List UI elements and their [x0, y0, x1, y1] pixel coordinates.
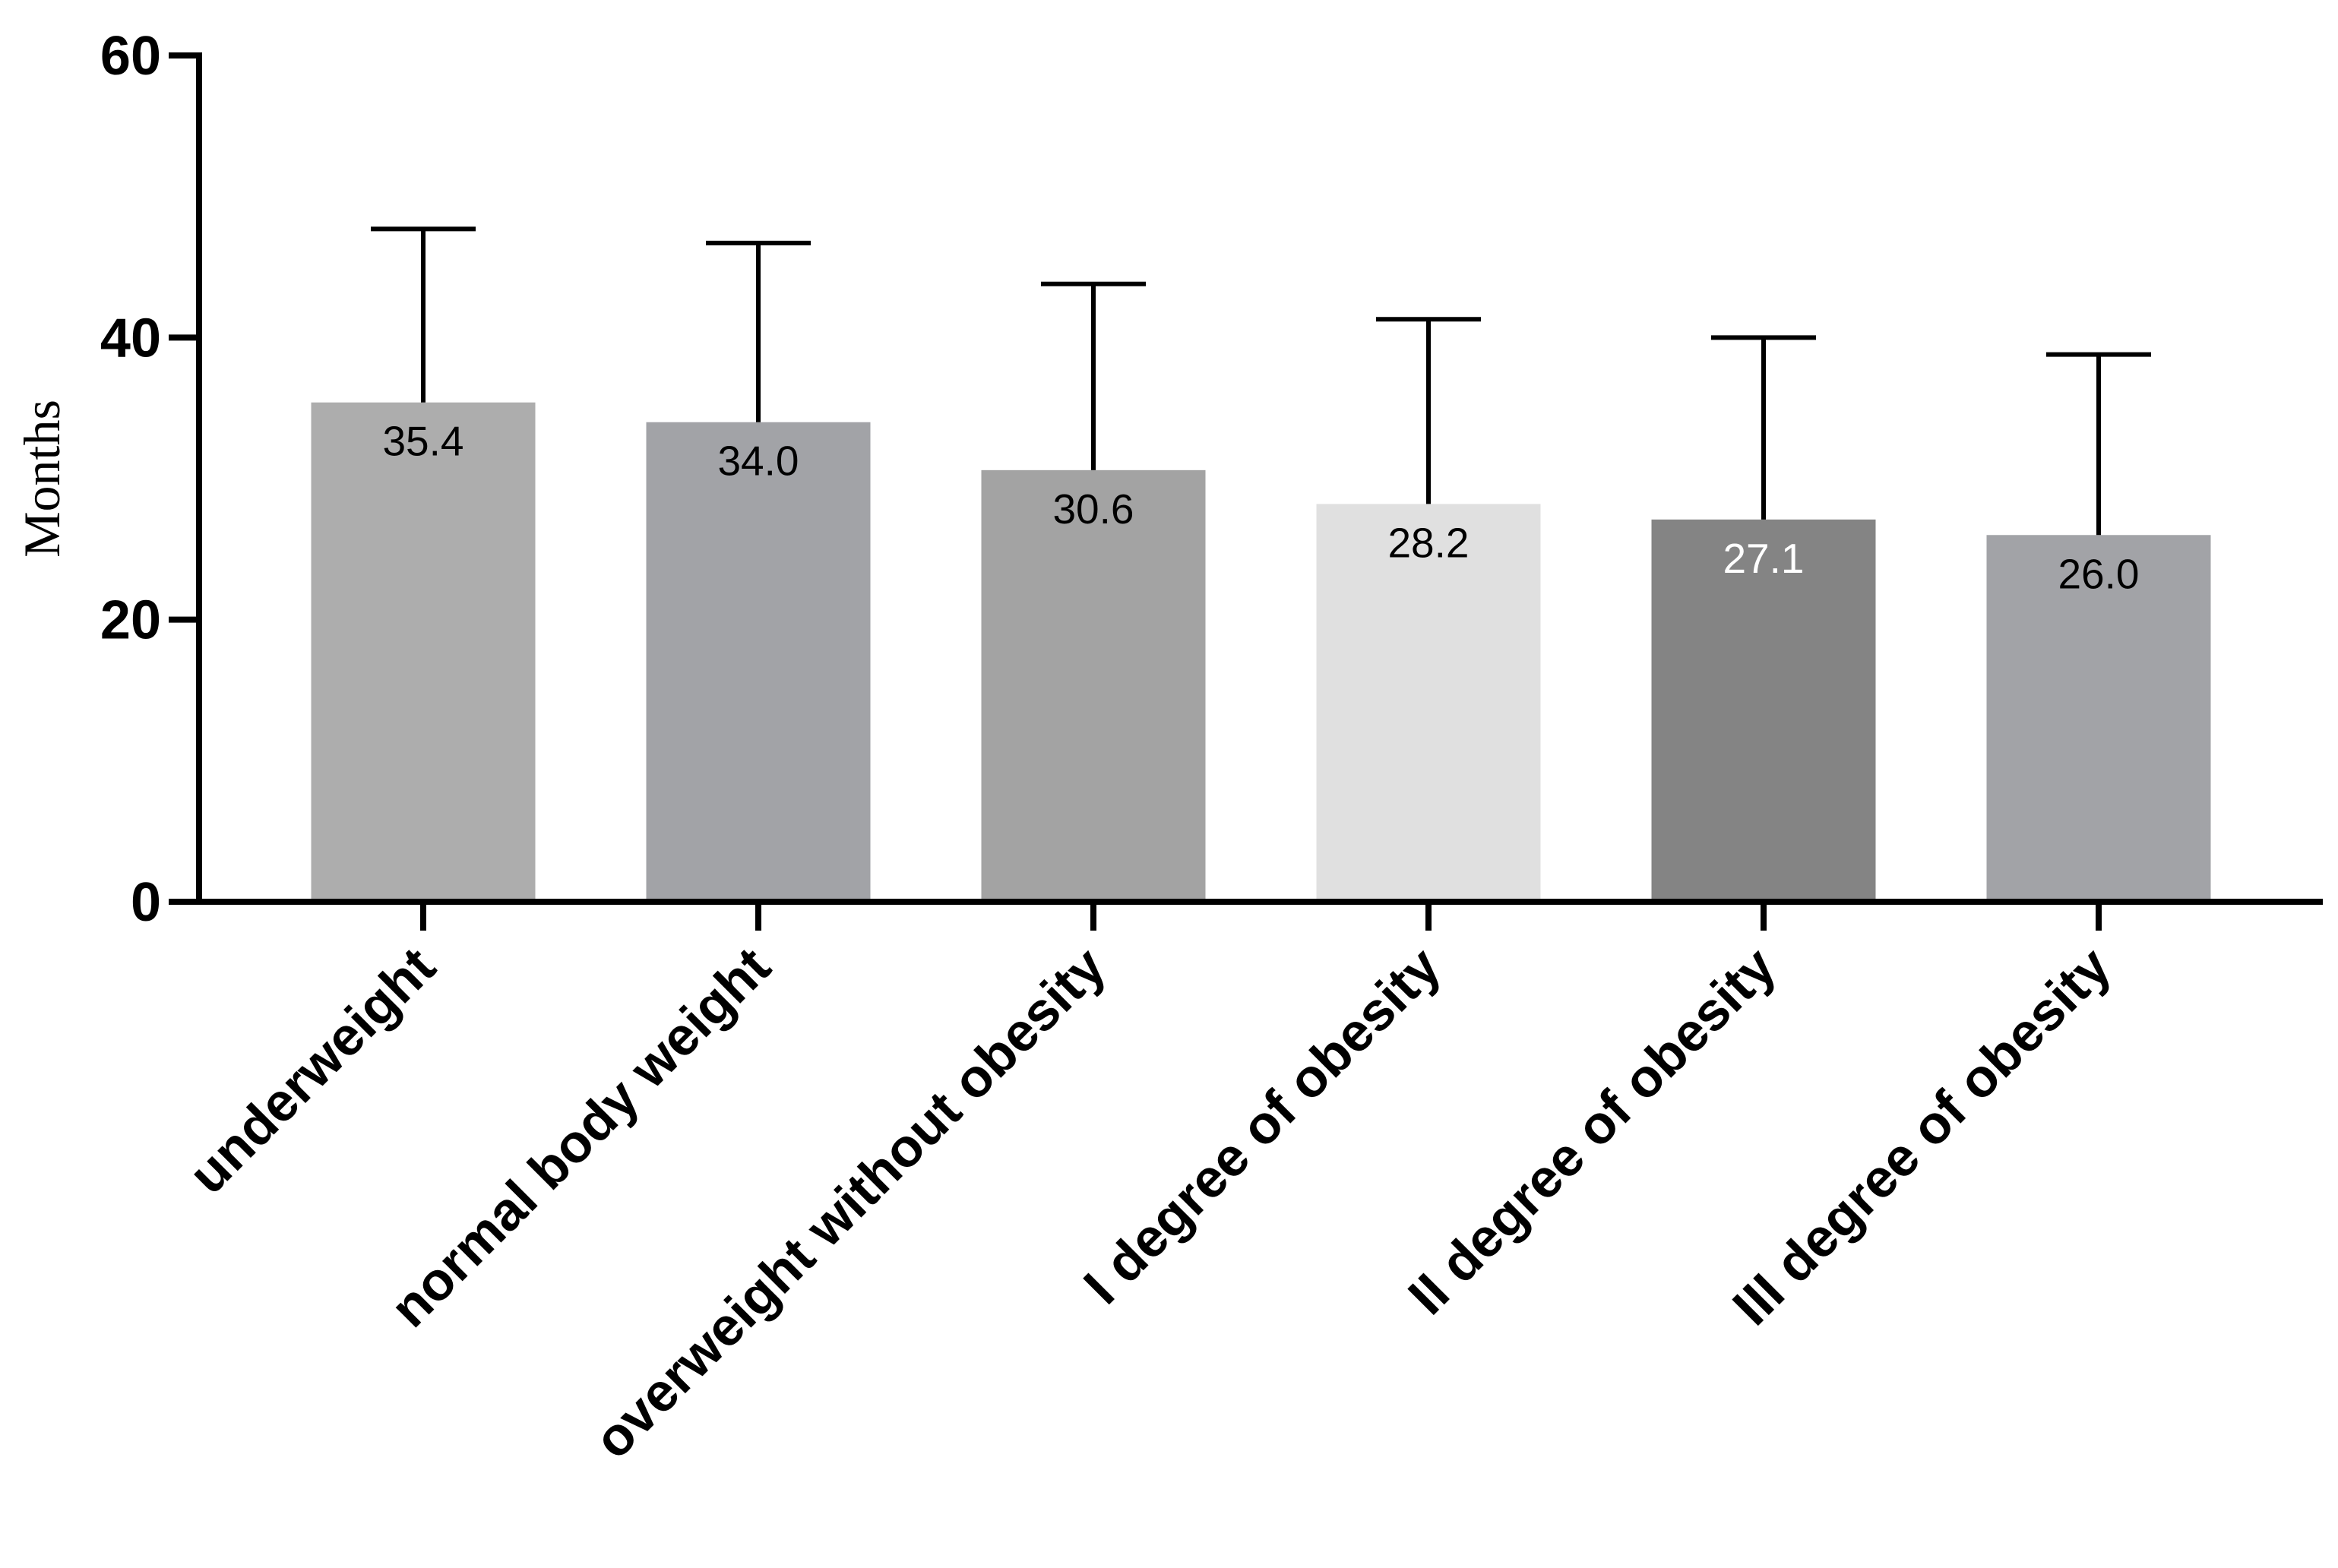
value-label: 34.0	[717, 438, 799, 485]
y-tick-label: 60	[100, 26, 161, 87]
bar	[1986, 535, 2211, 902]
value-label: 27.1	[1723, 535, 1804, 582]
value-label: 30.6	[1052, 485, 1134, 533]
value-label: 28.2	[1387, 519, 1469, 566]
y-tick-label: 0	[131, 872, 161, 933]
x-tick-label: I degree of obesity	[1073, 936, 1453, 1316]
bar	[646, 422, 871, 902]
y-tick-label: 40	[100, 308, 161, 368]
value-label: 35.4	[382, 418, 463, 465]
bar	[1651, 519, 1876, 902]
bar	[311, 402, 536, 902]
bar	[981, 469, 1206, 902]
x-tick-label: underweight	[178, 936, 447, 1205]
x-tick-label: III degree of obesity	[1722, 936, 2123, 1337]
value-label: 26.0	[2058, 550, 2139, 597]
x-tick-label: normal body weight	[379, 936, 782, 1339]
y-axis-label: Months	[13, 400, 71, 558]
x-tick-label: II degree of obesity	[1397, 936, 1788, 1326]
y-tick-label: 20	[100, 590, 161, 651]
bar	[1316, 504, 1541, 902]
